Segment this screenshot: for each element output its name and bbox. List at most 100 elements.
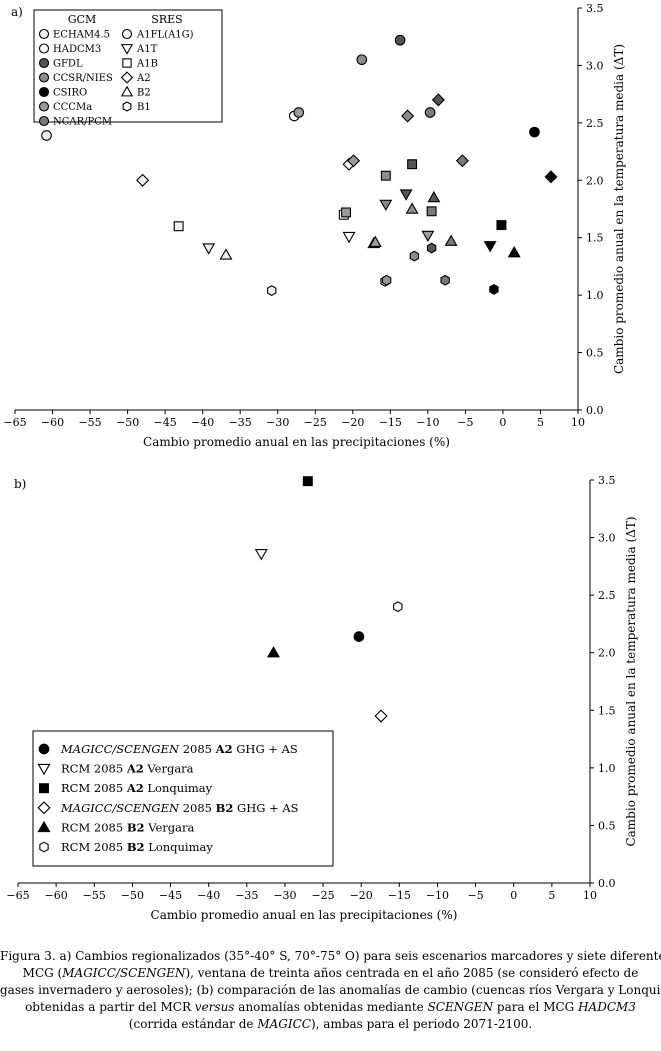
legend-rcm-2085-a2-lonquimay-swatch xyxy=(39,783,49,794)
legend-gcm-cccma: CCCMa xyxy=(53,102,92,113)
caption-line-2: MCG (MAGICC/SCENGEN), ventana de treinta… xyxy=(22,966,639,980)
panel-b-y-tick-label: 1.5 xyxy=(598,704,616,717)
panel-a-x-tick-label: −50 xyxy=(116,416,139,429)
point-csiro-circle xyxy=(529,126,540,138)
point-ccsr-nies-hexagon xyxy=(409,250,420,262)
point-csiro-triangle-down xyxy=(483,241,497,253)
legend-gcm-gfdl-swatch xyxy=(38,57,50,69)
panel-a-x-tick-label: 10 xyxy=(571,416,585,429)
legend-sres-a1fl-a1g-swatch xyxy=(121,28,133,40)
point-cccma-hexagon xyxy=(381,274,392,286)
legend-sres-title: SRES xyxy=(151,13,182,26)
panel-a-x-tick-label: 5 xyxy=(537,416,544,429)
panel-a-x-axis-title: Cambio promedio anual en las precipitaci… xyxy=(143,435,450,449)
panel-b-x-tick-label: 5 xyxy=(548,889,555,902)
panel-a-x-tick-label: −15 xyxy=(379,416,402,429)
panel-a-x-tick-label: 0 xyxy=(499,416,506,429)
panel-b-x-tick-label: 0 xyxy=(510,889,517,902)
point-rcm-2085-a2-vergara xyxy=(254,549,268,561)
point-magicc-scengen-2085-b2-ghg-as xyxy=(374,709,388,723)
panel-b-y-tick-label: 3.5 xyxy=(598,474,616,487)
panel-a-x-tick-label: −20 xyxy=(341,416,364,429)
legend-gcm-echam4-5-swatch xyxy=(38,28,50,40)
panel-b-y-tick-label: 0.0 xyxy=(598,877,616,890)
legend-gcm-gfdl: GFDL xyxy=(53,59,83,70)
legend-magicc-scengen-2085-b2-ghg-as: MAGICC/SCENGEN 2085 B2 GHG + AS xyxy=(60,801,299,815)
legend-gcm-title: GCM xyxy=(68,13,96,26)
panel-b-x-tick-label: −20 xyxy=(350,889,373,902)
series-ccsr-nies xyxy=(356,54,420,262)
point-ccsr-nies-diamond xyxy=(401,109,415,123)
panel-b-scatter: b)−65 −60 −55 −50 −45 −40 −35 −30 −25 −20 −15 −10 −5… xyxy=(6,474,638,922)
point-gfdl-triangle-up xyxy=(427,190,441,203)
series-echam4-5 xyxy=(41,130,277,296)
legend-sres-a1t-swatch xyxy=(120,44,134,55)
series-gfdl xyxy=(394,34,445,254)
panel-a-y-tick-label: 3.5 xyxy=(586,2,604,15)
point-echam4-5-diamond xyxy=(136,173,150,187)
series-rcm-2085-b2-vergara xyxy=(267,646,280,658)
legend-sres-b1-swatch xyxy=(122,101,132,112)
panel-a-x-tick-label: −25 xyxy=(304,416,327,429)
panel-b-x-tick-label: −55 xyxy=(83,889,106,902)
series-rcm-2085-a2-vergara xyxy=(254,549,268,561)
panel-a-y-tick-label: 1.0 xyxy=(586,289,604,302)
legend-sres-b1: B1 xyxy=(137,102,151,113)
point-echam4-5-hexagon xyxy=(267,285,277,296)
point-ccsr-nies-triangle-down xyxy=(379,199,393,212)
point-gfdl-triangle-down xyxy=(399,189,413,201)
point-ccsr-nies-circle xyxy=(356,54,368,66)
legend-gcm-csiro: CSIRO xyxy=(53,88,87,99)
legend-frame xyxy=(32,730,334,867)
point-echam4-5-square xyxy=(173,221,184,232)
legend-sres-b2-swatch xyxy=(120,85,134,97)
legend-rcm-2085-a2-lonquimay: RCM 2085 A2 Lonquimay xyxy=(61,781,213,795)
panel-a-y-tick-label: 2.5 xyxy=(586,117,604,130)
point-hadcm3-triangle-down xyxy=(342,231,356,244)
point-cccma-triangle-down xyxy=(421,230,435,243)
legend-rcm-2085-b2-lonquimay-swatch xyxy=(39,841,49,853)
series-magicc-scengen-2085-b2-ghg-as xyxy=(374,709,388,723)
panel-a-scatter: a)−65 −60 −55 −50 −45 −40 −35 −30 −25 −20 −15 −10 −5… xyxy=(3,2,626,449)
caption-line-3: gases invernadero y aerosoles); (b) comp… xyxy=(0,983,661,997)
panel-a-y-tick-label: 3.0 xyxy=(586,59,604,72)
panel-b-y-axis-title: Cambio promedio anual en la temperatura … xyxy=(624,516,638,846)
point-ncar-pcm-triangle-up xyxy=(444,234,458,246)
point-csiro-diamond xyxy=(544,170,558,184)
point-ccsr-nies-triangle-up xyxy=(405,202,419,214)
panel-b-x-tick-label: −50 xyxy=(121,889,144,902)
point-rcm-2085-b2-vergara xyxy=(267,646,280,658)
legend-sres-a1fl-a1g: A1FL(A1G) xyxy=(136,30,194,41)
panel-b-x-axis-title: Cambio promedio anual en las precipitaci… xyxy=(151,908,458,922)
legend-gcm-ccsr-nies: CCSR/NIES xyxy=(53,73,113,84)
panel-a-legend: GCM SRES ECHAM4.5 HADCM3 GFDL CCSR/NIES CSIRO C… xyxy=(33,9,223,128)
series-csiro xyxy=(483,126,558,295)
point-ncar-pcm-diamond xyxy=(455,154,469,168)
legend-sres-b2: B2 xyxy=(137,88,151,99)
point-echam4-5-triangle-down xyxy=(202,243,216,255)
series-ncar-pcm xyxy=(424,107,469,286)
legend-rcm-2085-b2-lonquimay: RCM 2085 B2 Lonquimay xyxy=(61,840,213,854)
panel-a-x-tick-label: −65 xyxy=(3,416,26,429)
legend-gcm-hadcm3: HADCM3 xyxy=(53,44,101,55)
point-rcm-2085-b2-lonquimay xyxy=(393,601,403,613)
legend-gcm-ncar-pcm: NCAR/PCM xyxy=(53,117,112,128)
panel-a-y-tick-label: 0.0 xyxy=(586,404,604,417)
caption-line-4: obtenidas a partir del MCR versus anomal… xyxy=(25,1000,636,1014)
panel-a-x-tick-label: −5 xyxy=(457,416,473,429)
caption-line-5: (corrida estándar de MAGICC), ambas para… xyxy=(128,1017,533,1031)
panel-b-x-tick-label: −5 xyxy=(467,889,483,902)
panel-a-panel-label: a) xyxy=(11,5,23,19)
point-magicc-scengen-2085-a2-ghg-as xyxy=(353,631,365,642)
point-ncar-pcm-circle xyxy=(424,107,436,118)
panel-a-x-tick-label: −55 xyxy=(78,416,101,429)
series-magicc-scengen-2085-a2-ghg-as xyxy=(353,631,365,642)
point-gfdl-circle xyxy=(394,34,406,46)
panel-a-x-tick-label: −10 xyxy=(416,416,439,429)
legend-sres-a1t: A1T xyxy=(136,44,158,55)
legend-sres-a2-swatch xyxy=(120,71,134,84)
series-rcm-2085-a2-lonquimay xyxy=(302,476,313,487)
point-gfdl-diamond xyxy=(431,93,445,107)
point-cccma-circle xyxy=(293,107,305,118)
point-rcm-2085-a2-lonquimay xyxy=(302,476,313,487)
